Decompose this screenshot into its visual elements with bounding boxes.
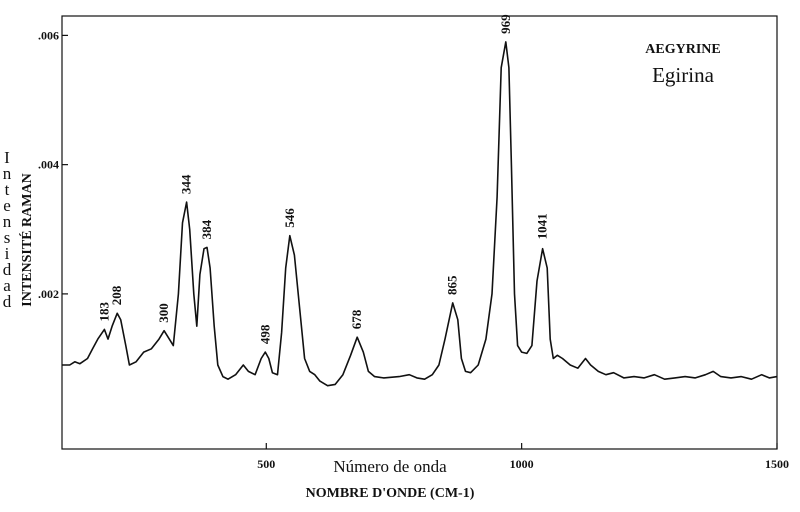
peak-label: 498 <box>257 324 272 344</box>
peak-label: 678 <box>349 309 364 329</box>
plot-frame <box>61 15 778 450</box>
peak-label: 300 <box>156 303 171 323</box>
x-tick-label: 500 <box>257 457 275 471</box>
x-axis-label-es: Número de onda <box>333 457 447 476</box>
peak-label: 183 <box>96 301 111 321</box>
peak-label: 969 <box>498 14 513 34</box>
peak-label: 865 <box>445 275 460 295</box>
x-tick-label: 1000 <box>510 457 534 471</box>
x-axis-label: NOMBRE D'ONDE (CM-1) <box>306 486 475 501</box>
y-tick-label: .004 <box>38 158 59 172</box>
y-tick-label: .002 <box>38 287 59 301</box>
peak-label: 208 <box>109 285 124 305</box>
y-axis-ticks: .002 .004 .006 <box>38 28 68 301</box>
y-axis-label: INTENSITÉ RAMAN <box>18 173 35 306</box>
peak-label: 344 <box>179 174 194 194</box>
peak-label: 384 <box>199 219 214 239</box>
x-tick-label: 1500 <box>765 457 789 471</box>
peak-label: 1041 <box>535 213 550 239</box>
chart-title: AEGYRINE <box>645 42 720 57</box>
chart-subtitle: Egirina <box>652 63 714 87</box>
y-tick-label: .006 <box>38 28 59 42</box>
spectrum-line <box>62 41 778 387</box>
x-axis-ticks: 500 1000 1500 <box>257 443 789 471</box>
peak-label: 546 <box>282 208 297 228</box>
